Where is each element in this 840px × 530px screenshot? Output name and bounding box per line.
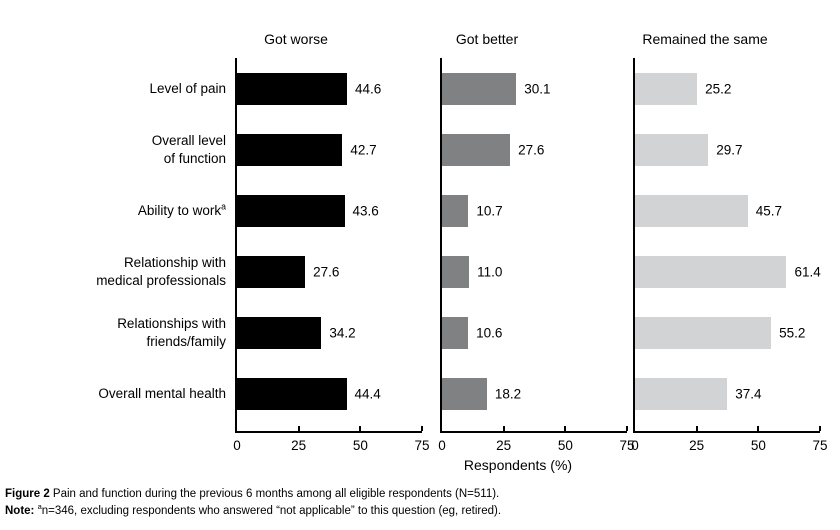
panel-title-got-better: Got better: [455, 31, 519, 47]
bar: [442, 378, 487, 410]
bar-value-label: 29.7: [716, 142, 743, 158]
panel-title-remained-the-same: Remained the same: [642, 31, 768, 47]
x-tick-label: 25: [496, 438, 512, 453]
category-label: Relationship with medical professionals: [96, 255, 226, 288]
note-text: n=346, excluding respondents who answere…: [41, 505, 502, 517]
caption-line-1: Figure 2 Pain and function during the pr…: [5, 486, 501, 503]
category-axis-labels: Level of pain Overall level of function Abi…: [0, 58, 226, 431]
bar: [237, 378, 347, 410]
bar: [635, 317, 772, 349]
bar-value-label: 44.4: [354, 386, 381, 402]
category-label: Ability to worka: [137, 201, 226, 218]
x-tick-mark: [757, 426, 760, 431]
bar: [442, 317, 469, 349]
x-tick-mark: [502, 426, 505, 431]
x-tick-label: 50: [750, 438, 766, 453]
bar-value-label: 61.4: [794, 264, 821, 280]
x-axis-label: Respondents (%): [463, 457, 573, 473]
bar: [237, 134, 343, 166]
panel-title-got-worse: Got worse: [264, 31, 328, 47]
bar-value-label: 25.2: [705, 81, 732, 97]
x-tick-mark: [564, 426, 567, 431]
category-label: Overall mental health: [98, 386, 226, 401]
x-tick-label: 50: [557, 438, 573, 453]
x-tick-label: 0: [438, 438, 446, 453]
bar-value-label: 43.6: [352, 203, 379, 219]
bar-value-label: 10.6: [476, 325, 503, 341]
category-label: Relationships with friends/family: [117, 316, 226, 349]
x-tick-mark: [695, 426, 698, 431]
bar-value-label: 10.7: [476, 203, 503, 219]
figure-caption: Figure 2 Pain and function during the pr…: [5, 486, 501, 520]
note-superscript: a: [37, 502, 42, 512]
caption-line-2: Note: an=346, excluding respondents who …: [5, 503, 501, 520]
x-tick-mark: [359, 426, 362, 431]
bar: [442, 256, 470, 288]
bar: [635, 256, 787, 288]
caption-text: Pain and function during the previous 6 …: [49, 488, 500, 500]
bar-value-label: 34.2: [329, 325, 356, 341]
bar-value-label: 37.4: [735, 386, 762, 402]
category-superscript: a: [221, 201, 226, 212]
bar-value-label: 27.6: [518, 142, 545, 158]
note-label: Note:: [5, 505, 35, 517]
category-label: Overall level of function: [151, 133, 226, 166]
bar: [442, 134, 511, 166]
x-tick-label: 0: [233, 438, 241, 453]
bar: [237, 73, 347, 105]
bar: [442, 73, 517, 105]
bar-value-label: 11.0: [477, 264, 503, 280]
x-tick-label: 25: [291, 438, 307, 453]
x-tick-label: 25: [689, 438, 705, 453]
bar-value-label: 44.6: [355, 81, 382, 97]
chart-panel-remained-the-same: 0 25 50 75 25.2 29.7 45.7 61.4 55.2 37.4: [631, 58, 828, 453]
bar-value-label: 18.2: [494, 386, 522, 402]
x-tick-label: 0: [631, 438, 639, 453]
bar-value-label: 55.2: [779, 325, 806, 341]
x-tick-mark: [421, 426, 423, 431]
x-tick-label: 75: [812, 438, 828, 453]
chart-panel-got-worse: 0 25 50 75 44.6 42.7 43.6 27.6 34.2 44.4: [233, 58, 430, 453]
x-tick-label: 75: [619, 438, 635, 453]
bar: [237, 317, 322, 349]
bar: [237, 195, 345, 227]
x-tick-mark: [626, 426, 628, 431]
bar: [237, 256, 306, 288]
bar-value-label: 42.7: [350, 142, 377, 158]
bar-value-label: 27.6: [313, 264, 340, 280]
bar: [635, 378, 728, 410]
x-tick-label: 50: [352, 438, 368, 453]
bar: [635, 73, 698, 105]
x-tick-mark: [819, 426, 821, 431]
bar: [442, 195, 469, 227]
caption-figure-label: Figure 2: [5, 488, 50, 500]
chart-panel-got-better: 0 25 50 75 30.1 27.6 10.7 11.0 10.6 18.2: [438, 58, 635, 453]
category-label: Level of pain: [149, 81, 226, 96]
bar: [635, 134, 709, 166]
x-tick-label: 75: [414, 438, 430, 453]
bar: [635, 195, 748, 227]
bar-value-label: 45.7: [755, 203, 782, 219]
x-tick-mark: [297, 426, 300, 431]
bar-value-label: 30.1: [524, 81, 551, 97]
